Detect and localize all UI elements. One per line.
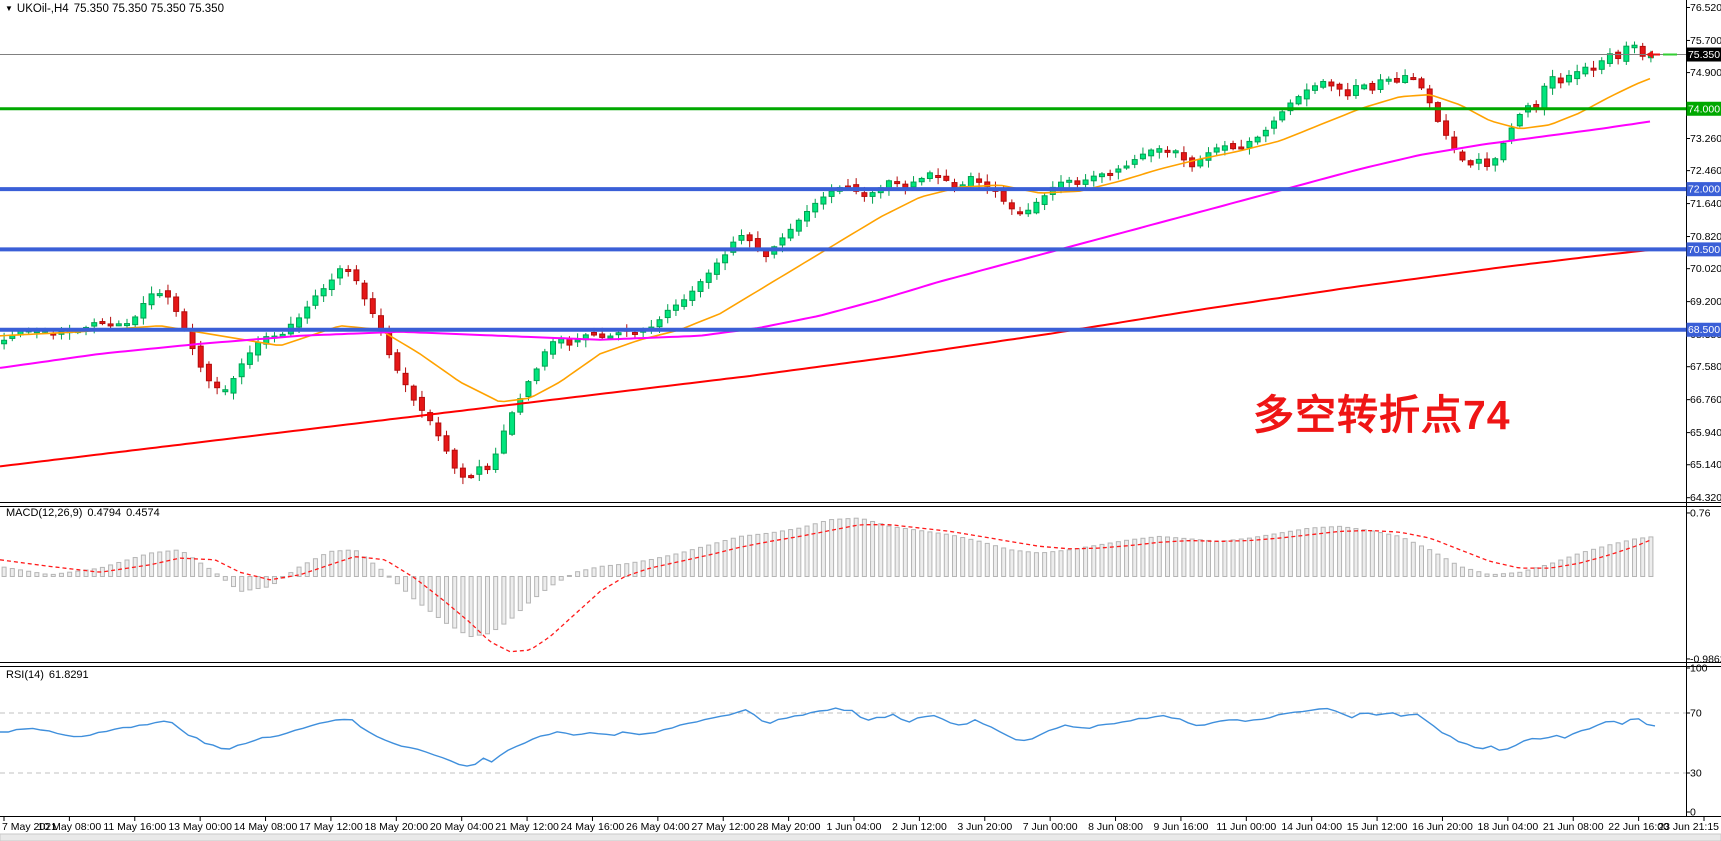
svg-text:68.500: 68.500 [1688,324,1720,336]
svg-text:100: 100 [1690,663,1708,675]
svg-text:65.940: 65.940 [1690,427,1721,439]
macd-signal-line [0,524,1651,653]
horizontal-levels[interactable] [0,54,1686,332]
chart-annotation: 多空转折点74 [1253,392,1511,438]
ohlc-quotes: 75.350 75.350 75.350 75.350 [73,3,224,15]
price-arrow-tail [1653,53,1660,56]
ma-mid-line [0,120,1651,369]
svg-text:66.760: 66.760 [1690,394,1721,406]
rsi-value: 61.8291 [48,669,89,681]
svg-text:24 May 16:00: 24 May 16:00 [561,821,625,833]
svg-text:17 May 12:00: 17 May 12:00 [299,821,363,833]
svg-text:76.520: 76.520 [1690,2,1721,14]
svg-text:74.900: 74.900 [1690,67,1721,79]
svg-text:70.820: 70.820 [1690,231,1721,243]
price-badge-75.350 [1686,47,1721,62]
svg-text:14 Jun 04:00: 14 Jun 04:00 [1281,821,1342,833]
svg-text:72.460: 72.460 [1690,165,1721,177]
bottom-strip [0,833,1721,841]
svg-text:71.640: 71.640 [1690,198,1721,210]
svg-text:75.700: 75.700 [1690,35,1721,47]
svg-text:14 May 08:00: 14 May 08:00 [234,821,298,833]
svg-text:-0.9862: -0.9862 [1690,653,1721,665]
svg-text:70.500: 70.500 [1688,244,1720,256]
svg-text:18 Jun 04:00: 18 Jun 04:00 [1477,821,1538,833]
macd-signal-value: 0.4574 [126,507,160,519]
svg-text:9 Jun 16:00: 9 Jun 16:00 [1153,821,1208,833]
symbol-title: ▼ UKOil-,H4 75.350 75.350 75.350 75.350 [5,3,224,15]
svg-text:7 May 2021: 7 May 2021 [2,821,57,833]
rsi-line [0,707,1656,767]
svg-text:10 May 08:00: 10 May 08:00 [38,821,102,833]
price-badge-68.500 [1686,322,1721,337]
svg-text:73.260: 73.260 [1690,133,1721,145]
svg-text:7 Jun 00:00: 7 Jun 00:00 [1023,821,1078,833]
svg-text:72.000: 72.000 [1688,184,1720,196]
svg-text:11 Jun 00:00: 11 Jun 00:00 [1216,821,1276,833]
svg-text:11 May 16:00: 11 May 16:00 [103,821,166,833]
svg-text:67.580: 67.580 [1690,361,1721,373]
svg-text:22 Jun 16:00: 22 Jun 16:00 [1608,821,1669,833]
svg-text:20 May 04:00: 20 May 04:00 [430,821,494,833]
svg-text:1 Jun 04:00: 1 Jun 04:00 [827,821,882,833]
macd-main-value: 0.4794 [87,507,122,519]
macd-histogram [1,517,1654,638]
macd-indicator-label: MACD(12,26,9) 0.4794 0.4574 [6,507,160,519]
svg-text:75.350: 75.350 [1688,49,1720,61]
svg-text:13 May 00:00: 13 May 00:00 [168,821,232,833]
svg-text:16 Jun 20:00: 16 Jun 20:00 [1412,821,1473,833]
svg-text:27 May 12:00: 27 May 12:00 [691,821,755,833]
price-badge-70.500 [1686,242,1721,257]
svg-text:74.000: 74.000 [1688,103,1720,115]
svg-text:64.320: 64.320 [1690,492,1721,504]
price-arrow-icon [1646,50,1653,59]
svg-text:15 Jun 12:00: 15 Jun 12:00 [1347,821,1408,833]
svg-text:70: 70 [1690,708,1702,720]
svg-text:21 May 12:00: 21 May 12:00 [495,821,559,833]
chart-dropdown-icon[interactable]: ▼ [5,4,13,13]
svg-text:69.200: 69.200 [1690,296,1721,308]
svg-text:26 May 04:00: 26 May 04:00 [626,821,690,833]
svg-text:30: 30 [1690,768,1702,780]
svg-text:70.020: 70.020 [1690,263,1721,275]
symbol-name: UKOil-,H4 [16,3,69,15]
svg-text:23 Jun 21:15: 23 Jun 21:15 [1658,821,1719,833]
price-axis[interactable]: 76.52075.70074.90074.08073.26072.46071.6… [1686,2,1721,819]
svg-text:0.76: 0.76 [1690,507,1711,519]
price-badge-74.000 [1686,101,1721,116]
svg-text:28 May 20:00: 28 May 20:00 [757,821,821,833]
svg-text:18 May 20:00: 18 May 20:00 [364,821,428,833]
svg-text:2 Jun 12:00: 2 Jun 12:00 [892,821,947,833]
ma-slow-line [0,248,1651,468]
price-badge-72.000 [1686,182,1721,197]
svg-text:21 Jun 08:00: 21 Jun 08:00 [1543,821,1604,833]
rsi-name: RSI(14) [6,669,44,681]
svg-text:3 Jun 20:00: 3 Jun 20:00 [957,821,1012,833]
svg-text:0: 0 [1690,807,1696,819]
svg-text:65.140: 65.140 [1690,459,1721,471]
rsi-indicator-label: RSI(14) 61.8291 [6,669,89,681]
svg-text:8 Jun 08:00: 8 Jun 08:00 [1088,821,1143,833]
macd-name: MACD(12,26,9) [6,507,83,519]
